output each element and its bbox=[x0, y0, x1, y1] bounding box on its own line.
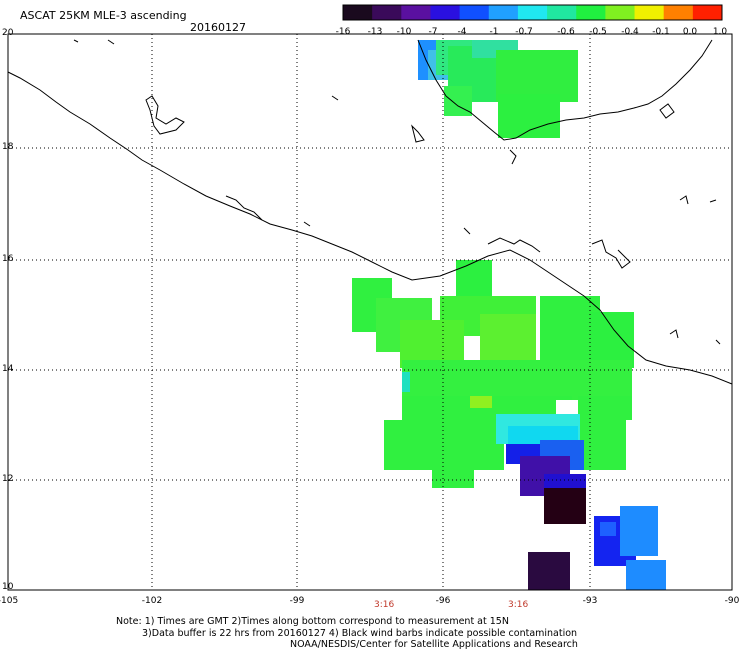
data-cell bbox=[600, 522, 616, 536]
plot-frame bbox=[7, 33, 733, 591]
latitude-tick-label: 10 bbox=[2, 582, 14, 592]
scatterometer-swath bbox=[352, 40, 666, 590]
colorbar-swatch bbox=[401, 5, 431, 20]
longitude-tick-label: -90 bbox=[725, 596, 740, 606]
colorbar: -16 -13 -10 -7 -4 -1 -0.7 -0.6 -0.5 -0.4 -0.1 0.0 1.… bbox=[336, 4, 728, 37]
pass-time-label: 3:16 bbox=[508, 600, 529, 610]
data-cell bbox=[432, 460, 474, 488]
longitude-tick-label: -96 bbox=[436, 596, 451, 606]
footnote-line-1: Note: 1) Times are GMT 2)Times along bot… bbox=[116, 616, 509, 627]
colorbar-swatch bbox=[517, 5, 548, 20]
colorbar-label: 1.0 bbox=[713, 27, 728, 37]
longitude-tick-label: -105 bbox=[0, 596, 18, 606]
product-date: 20160127 bbox=[190, 21, 246, 34]
coastline bbox=[7, 39, 733, 385]
pass-time-label: 3:16 bbox=[374, 600, 395, 610]
colorbar-label: -0.6 bbox=[557, 27, 575, 37]
data-cell bbox=[402, 372, 410, 392]
colorbar-label: -7 bbox=[429, 27, 438, 37]
data-cell bbox=[620, 506, 658, 556]
colorbar-swatch bbox=[663, 5, 694, 20]
longitude-tick-label: -102 bbox=[142, 596, 162, 606]
data-cell bbox=[444, 86, 472, 116]
latitude-tick-label: 14 bbox=[2, 364, 14, 374]
colorbar-label: -1 bbox=[490, 27, 499, 37]
colorbar-swatch bbox=[343, 5, 373, 20]
colorbar-swatch bbox=[576, 5, 606, 20]
footnote-line-3: NOAA/NESDIS/Center for Satellite Applica… bbox=[290, 639, 578, 650]
colorbar-swatch bbox=[692, 5, 723, 20]
longitude-tick-label: -99 bbox=[290, 596, 305, 606]
data-cell bbox=[480, 314, 536, 364]
lat-lon-grid bbox=[8, 34, 732, 590]
colorbar-swatch bbox=[634, 5, 665, 20]
colorbar-label: -4 bbox=[458, 27, 467, 37]
latitude-labels: 20 18 16 14 12 10 bbox=[2, 28, 14, 592]
data-cell bbox=[470, 396, 492, 408]
colorbar-label: -0.4 bbox=[621, 27, 639, 37]
footnote-line-2: 3)Data buffer is 22 hrs from 20160127 4)… bbox=[142, 628, 578, 639]
colorbar-swatch bbox=[430, 5, 461, 20]
data-cell bbox=[528, 552, 570, 590]
data-cell bbox=[456, 260, 492, 300]
data-cell bbox=[626, 560, 666, 590]
colorbar-label: -0.7 bbox=[515, 27, 533, 37]
colorbar-label: 0.0 bbox=[683, 27, 698, 37]
colorbar-swatch bbox=[372, 5, 402, 20]
colorbar-swatch bbox=[488, 5, 519, 20]
colorbar-label: -16 bbox=[336, 27, 351, 37]
data-cell bbox=[498, 94, 560, 138]
data-cell bbox=[402, 360, 632, 400]
latitude-tick-label: 18 bbox=[2, 142, 14, 152]
colorbar-label: -0.5 bbox=[589, 27, 607, 37]
colorbar-label: -10 bbox=[397, 27, 412, 37]
data-cell bbox=[576, 412, 626, 470]
data-cell bbox=[496, 50, 578, 102]
data-gap bbox=[556, 400, 578, 414]
colorbar-swatch bbox=[547, 5, 577, 20]
latitude-tick-label: 12 bbox=[2, 474, 13, 484]
colorbar-swatch bbox=[605, 5, 636, 20]
longitude-tick-label: -93 bbox=[583, 596, 598, 606]
data-cell bbox=[544, 488, 586, 524]
colorbar-label: -13 bbox=[368, 27, 383, 37]
data-cell bbox=[544, 474, 586, 488]
latitude-tick-label: 20 bbox=[2, 28, 14, 38]
product-title: ASCAT 25KM MLE-3 ascending bbox=[20, 9, 187, 22]
longitude-labels: -105 -102 -99 -96 -93 -90 bbox=[0, 596, 740, 606]
data-cell bbox=[590, 312, 634, 368]
latitude-tick-label: 16 bbox=[2, 254, 14, 264]
colorbar-swatch bbox=[459, 5, 490, 20]
colorbar-label: -0.1 bbox=[652, 27, 670, 37]
